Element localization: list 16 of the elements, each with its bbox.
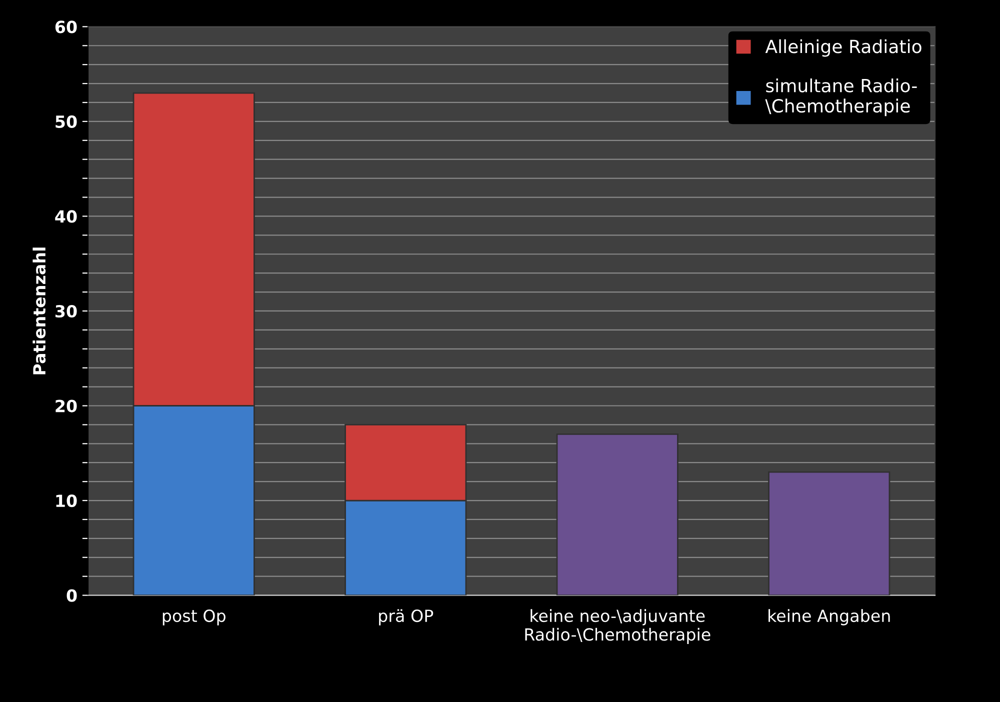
- bar: [768, 471, 890, 596]
- x-tick-label: keine Angaben: [768, 609, 890, 626]
- legend-label: simultane Radio- \Chemotherapie: [765, 78, 917, 116]
- y-tick-label: 60: [55, 20, 77, 34]
- y-tick-label: 10: [56, 494, 77, 508]
- y-tick-label: 20: [56, 400, 77, 412]
- legend-label: Alleinige Radiatio: [765, 39, 922, 57]
- x-tick-label: keine neo-\adjuvante Radio-\Chemotherapie: [525, 609, 710, 644]
- y-tick-label: 50: [56, 115, 77, 128]
- y-tick-label: 40: [55, 210, 77, 223]
- y-axis-title: Patientenzahl: [32, 248, 46, 374]
- y-tick-label: 0: [66, 589, 77, 602]
- x-tick-label: post Op: [162, 609, 226, 626]
- x-tick-label: prä OP: [379, 609, 434, 626]
- y-tick-label: 30: [56, 304, 77, 318]
- bar: [556, 433, 678, 596]
